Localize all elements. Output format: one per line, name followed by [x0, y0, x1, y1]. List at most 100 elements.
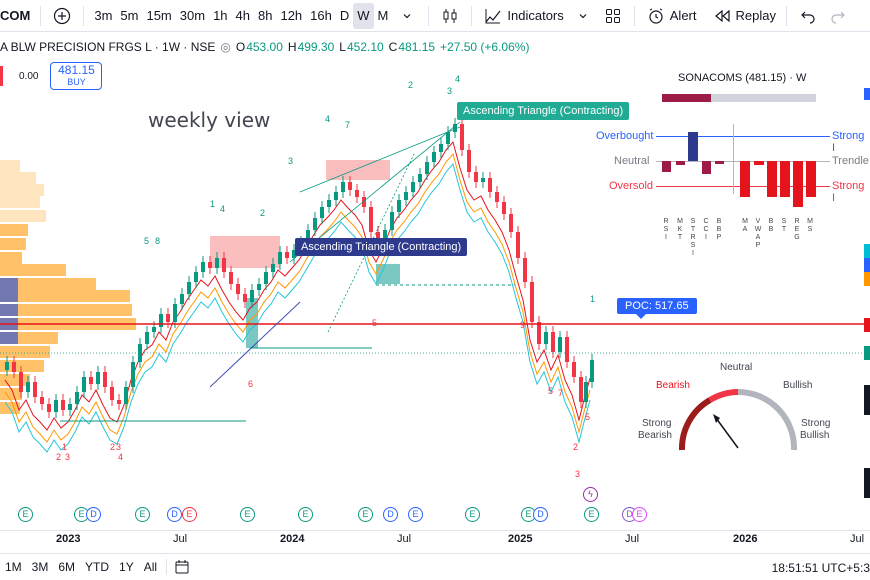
- dividend-event-icon[interactable]: D: [167, 507, 182, 522]
- candle-body: [516, 232, 520, 258]
- time-label-2025: 2025: [508, 533, 533, 545]
- buy-button[interactable]: 481.15 BUY: [50, 62, 103, 90]
- earnings-event-icon[interactable]: E: [182, 507, 197, 522]
- td-count: 5: [585, 412, 590, 422]
- range-6m[interactable]: 6M: [58, 560, 76, 574]
- sell-edge: [0, 66, 3, 86]
- sonacoms-strength-fill: [662, 94, 712, 102]
- mkt-bar: [676, 161, 685, 165]
- lightning-icon[interactable]: ϟ: [583, 487, 598, 502]
- interval-16h[interactable]: 16h: [310, 8, 332, 23]
- redo-icon: [827, 5, 849, 27]
- volume-profile-bar: [0, 252, 22, 264]
- add-symbol-button[interactable]: [47, 3, 77, 29]
- indicators-icon: [482, 5, 504, 27]
- earnings-event-icon[interactable]: E: [584, 507, 599, 522]
- earnings-event-icon[interactable]: E: [240, 507, 255, 522]
- candle-body: [75, 392, 79, 404]
- visibility-eye-icon[interactable]: ◎: [220, 40, 231, 54]
- interval-D[interactable]: D: [339, 8, 350, 23]
- interval-5m[interactable]: 5m: [120, 8, 139, 23]
- chevron-down-icon: [396, 5, 418, 27]
- interval-W[interactable]: W: [353, 2, 374, 29]
- dividend-event-icon[interactable]: D: [533, 507, 548, 522]
- interval-30m[interactable]: 30m: [179, 8, 206, 23]
- divider-line: [733, 124, 734, 194]
- candle-body: [12, 362, 16, 372]
- replay-button[interactable]: Replay: [707, 3, 780, 29]
- indicators-dropdown[interactable]: [568, 3, 598, 29]
- ascending-triangle-label-mid[interactable]: Ascending Triangle (Contracting): [295, 238, 468, 256]
- open-value: 453.00: [246, 40, 283, 54]
- dividend-event-icon[interactable]: D: [383, 507, 398, 522]
- redo-button[interactable]: [823, 3, 853, 29]
- range-ytd[interactable]: YTD: [85, 560, 110, 574]
- td-count: 2: [110, 442, 115, 452]
- candle-body: [89, 377, 93, 384]
- layouts-button[interactable]: [598, 3, 628, 29]
- gauge-strong-bullish-2: Bullish: [800, 430, 830, 441]
- candle-body: [47, 404, 51, 412]
- bottom-toolbar: 1M 3M 6M YTD 1Y All 18:51:51 UTC+5:3: [0, 553, 870, 580]
- ascending-triangle-label-top[interactable]: Ascending Triangle (Contracting): [457, 102, 630, 120]
- candle-body: [537, 322, 541, 344]
- close-label: C: [388, 40, 398, 54]
- earnings-event-icon[interactable]: E: [18, 507, 33, 522]
- weekly-view-note[interactable]: weekly view: [148, 108, 271, 132]
- poc-arrow: [636, 314, 646, 319]
- earnings-event-icon[interactable]: E: [632, 507, 647, 522]
- chart-type-button[interactable]: [435, 3, 465, 29]
- volume-profile-bar: [0, 360, 44, 372]
- earnings-event-icon[interactable]: E: [358, 507, 373, 522]
- indicators-button[interactable]: Indicators: [478, 3, 567, 29]
- interval-dropdown[interactable]: [392, 3, 422, 29]
- volume-profile-bar: [0, 290, 130, 302]
- earnings-event-icon[interactable]: E: [298, 507, 313, 522]
- interval-15m[interactable]: 15m: [146, 8, 172, 23]
- td-count: 7: [558, 388, 563, 398]
- plus-circle-icon: [51, 5, 73, 27]
- toolbar-divider: [83, 5, 85, 26]
- st-bar: [780, 161, 790, 197]
- volume-profile-bar: [0, 238, 26, 250]
- candle-body: [103, 372, 107, 387]
- alert-button[interactable]: Alert: [641, 3, 701, 29]
- interval-12h[interactable]: 12h: [280, 8, 303, 23]
- interval-4h[interactable]: 4h: [235, 8, 250, 23]
- interval-M[interactable]: M: [377, 8, 389, 23]
- time-label-2023: 2023: [56, 533, 81, 545]
- neutral-label: Neutral: [614, 155, 650, 167]
- sonacoms-column-label: R S I: [663, 218, 669, 241]
- volume-profile-bar-blue: [0, 290, 18, 302]
- earnings-event-icon[interactable]: E: [135, 507, 150, 522]
- sonacoms-column-label: V W A P: [754, 218, 762, 249]
- sonacoms-column-label: M S: [807, 218, 813, 233]
- range-1y[interactable]: 1Y: [119, 560, 134, 574]
- candle-body: [467, 150, 471, 172]
- range-all[interactable]: All: [143, 560, 158, 574]
- candle-body: [432, 152, 436, 162]
- earnings-event-icon[interactable]: E: [408, 507, 423, 522]
- volume-profile-bar: [0, 160, 20, 172]
- interval-1h[interactable]: 1h: [213, 8, 228, 23]
- clock[interactable]: 18:51:51 UTC+5:3: [771, 561, 870, 575]
- candle-body: [292, 250, 296, 258]
- candle-body: [40, 397, 44, 404]
- range-1m[interactable]: 1M: [5, 560, 22, 574]
- interval-8h[interactable]: 8h: [258, 8, 273, 23]
- scale-tag-black2: [864, 468, 870, 498]
- earnings-event-icon[interactable]: E: [465, 507, 480, 522]
- candle-body: [579, 377, 583, 402]
- time-axis[interactable]: 2023 Jul 2024 Jul 2025 Jul 2026 Jul: [0, 530, 870, 548]
- candle-body: [138, 344, 142, 362]
- symbol-search[interactable]: COM: [0, 8, 31, 23]
- sentiment-gauge: Neutral Bearish Bullish Strong Bearish S…: [628, 360, 838, 460]
- candle-body: [590, 360, 594, 382]
- candle-body: [110, 387, 114, 400]
- dividend-event-icon[interactable]: D: [86, 507, 101, 522]
- interval-3m[interactable]: 3m: [94, 8, 113, 23]
- date-range-icon[interactable]: [171, 556, 193, 578]
- range-3m[interactable]: 3M: [31, 560, 49, 574]
- undo-button[interactable]: [793, 3, 823, 29]
